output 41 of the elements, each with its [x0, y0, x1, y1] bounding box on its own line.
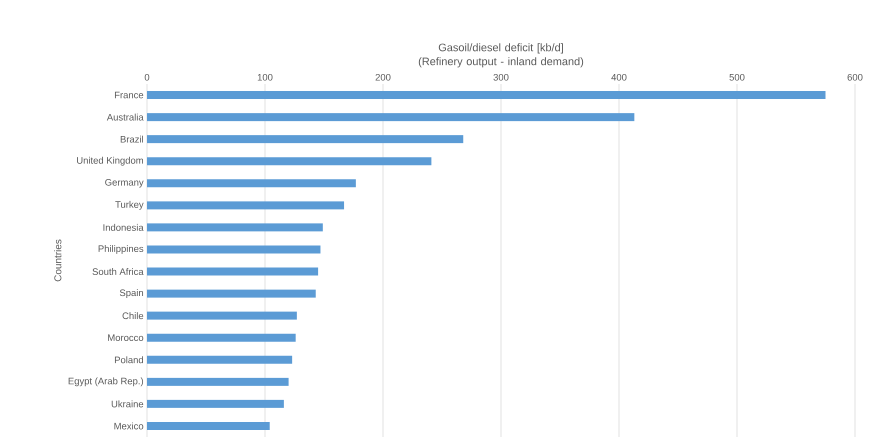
bar: [147, 422, 270, 430]
bar: [147, 223, 323, 232]
bar: [147, 312, 297, 320]
bar: [147, 378, 289, 386]
y-tick-label: Indonesia: [103, 224, 144, 231]
bar: [147, 268, 318, 276]
x-tick-label: 200: [376, 74, 391, 81]
y-tick-label: Brazil: [120, 136, 144, 143]
y-tick-label: Mexico: [114, 422, 144, 430]
y-tick-label: Philippines: [98, 245, 144, 254]
x-tick-label: 600: [848, 74, 863, 81]
bar: [147, 113, 634, 122]
x-tick-label: 400: [611, 74, 627, 81]
y-tick-label: Ukraine: [112, 400, 144, 408]
bar: [147, 201, 344, 210]
y-tick-label: Australia: [106, 114, 144, 121]
x-tick-label: 100: [258, 74, 273, 81]
bar: [147, 290, 316, 298]
y-tick-label: Poland: [114, 356, 144, 364]
x-tick-label: 300: [493, 74, 509, 81]
bar: [147, 334, 296, 342]
y-tick-label: Morocco: [108, 334, 144, 342]
y-tick-label: France: [114, 92, 144, 98]
y-tick-label: Chile: [122, 312, 144, 320]
y-tick-label: United Kingdom: [77, 156, 144, 166]
bar: [147, 157, 432, 166]
y-axis-title: Countries: [54, 240, 62, 282]
y-tick-label: Egypt (Arab Rep.): [68, 377, 144, 386]
y-tick-label: Germany: [105, 178, 144, 188]
bar: [147, 356, 292, 364]
x-tick-label: 500: [729, 74, 745, 81]
bar: [147, 400, 284, 408]
y-tick-label: South Africa: [92, 268, 144, 276]
x-axis-title: Gasoil/diesel deficit [kb/d] (Refinery output - inland demand): [418, 43, 584, 68]
bar: [147, 245, 320, 254]
bar: [147, 179, 356, 188]
y-tick-label: Spain: [120, 289, 144, 298]
y-tick-label: Turkey: [115, 200, 144, 210]
bar: [147, 135, 464, 144]
bar: [147, 91, 826, 100]
x-tick-label: 0: [144, 74, 150, 81]
